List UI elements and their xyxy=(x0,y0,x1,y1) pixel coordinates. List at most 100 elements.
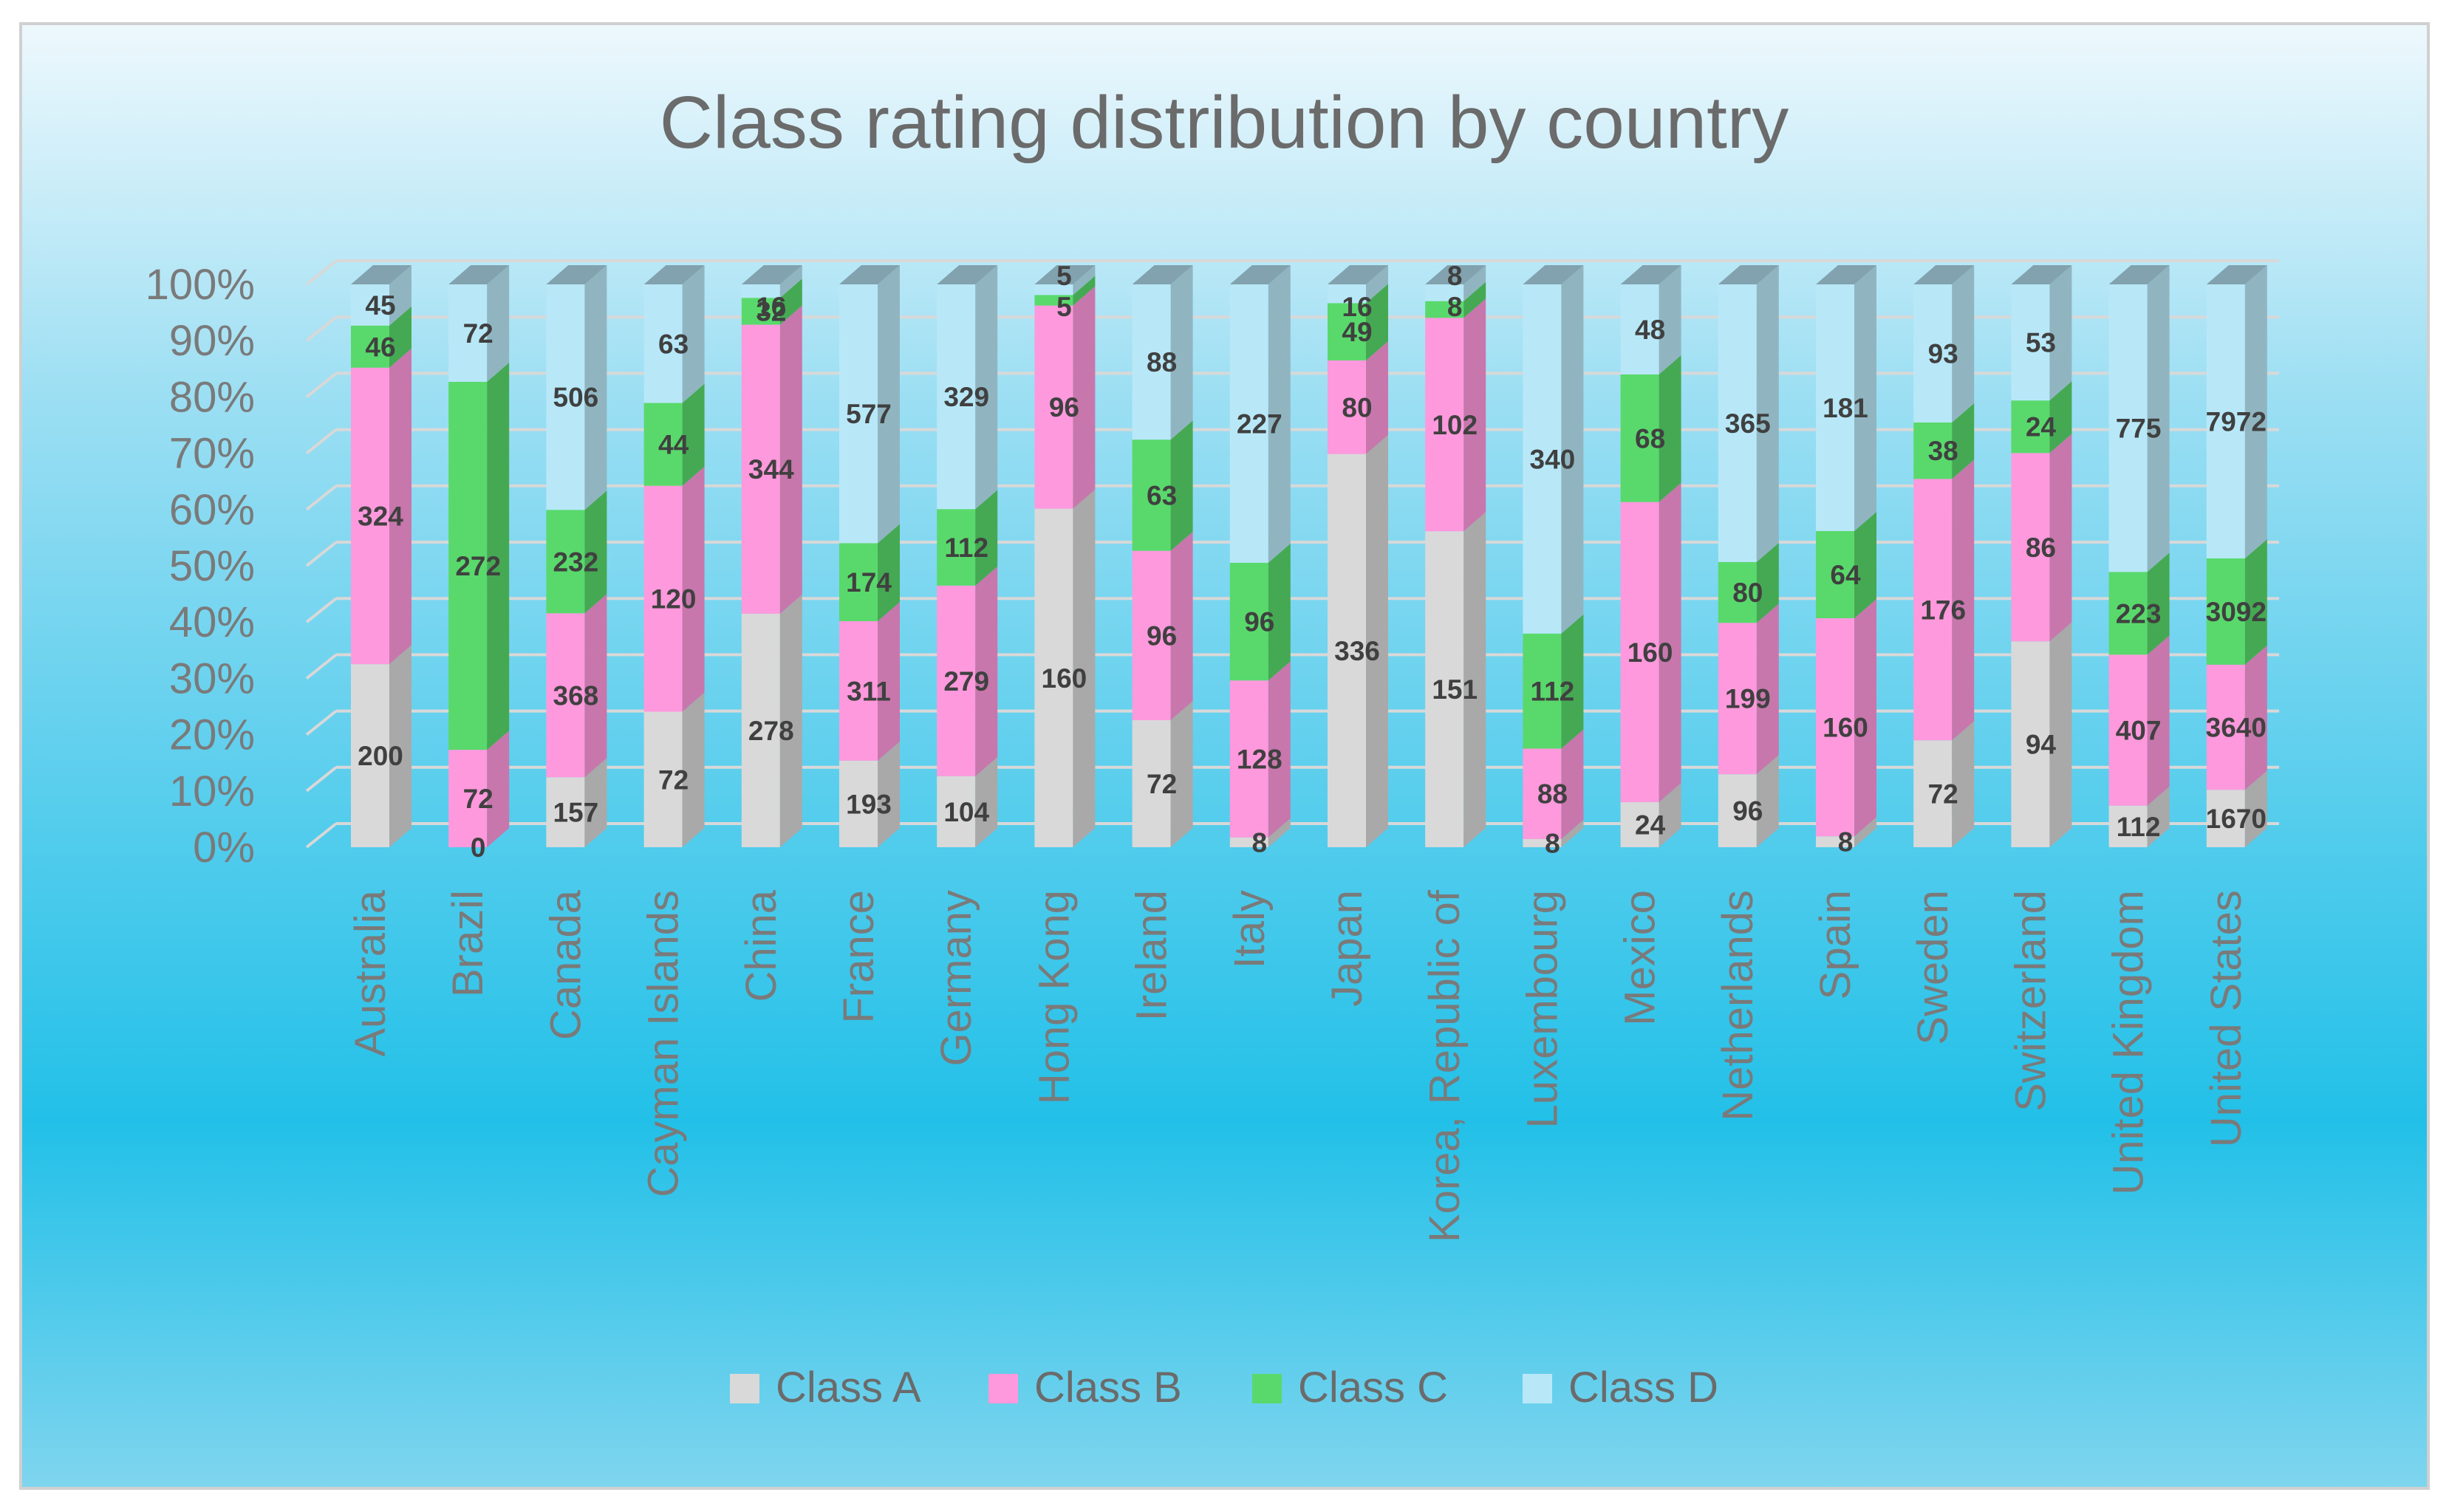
bar-class-a xyxy=(2108,805,2148,847)
bar-side xyxy=(779,278,802,325)
bar-class-c xyxy=(1913,422,1953,479)
data-label: 88 xyxy=(1147,347,1177,377)
bar-side xyxy=(1854,511,1876,619)
bar-class-b xyxy=(2108,654,2148,806)
gridline-side xyxy=(305,653,338,680)
x-tick-label: Hong Kong xyxy=(1030,890,1078,1104)
bar-class-c xyxy=(1816,530,1854,619)
bar-class-c xyxy=(1425,301,1464,318)
bar-class-d xyxy=(546,284,585,510)
bar-class-c xyxy=(1229,562,1268,681)
bar-class-b xyxy=(1328,360,1366,454)
data-label: 102 xyxy=(1432,410,1478,440)
bar-side xyxy=(1073,265,1096,295)
legend-label: Class D xyxy=(1568,1364,1718,1412)
bar-class-d xyxy=(1816,284,1854,531)
gridline-side xyxy=(305,315,338,342)
bar-class-c xyxy=(1328,303,1366,360)
bar-class-b xyxy=(1034,305,1073,509)
bar-class-b xyxy=(1425,318,1464,532)
data-label: 44 xyxy=(658,430,689,460)
data-label: 176 xyxy=(1920,595,1966,625)
bar-class-b xyxy=(643,485,683,712)
bar-top xyxy=(839,265,900,284)
bar-side xyxy=(878,741,900,847)
bar-class-b xyxy=(546,613,585,778)
data-label: 38 xyxy=(1928,436,1958,466)
bar-class-d xyxy=(1718,284,1757,562)
bar-class-b xyxy=(937,585,976,776)
x-tick-label: Sweden xyxy=(1909,890,1957,1045)
bar-side xyxy=(2244,265,2267,558)
legend-swatch-class-d xyxy=(1523,1374,1552,1403)
data-label: 200 xyxy=(358,741,403,771)
data-label: 311 xyxy=(847,676,891,706)
gridline-side xyxy=(305,428,338,455)
bar-side xyxy=(878,524,900,621)
bar-side xyxy=(1073,286,1096,509)
data-label: 0 xyxy=(471,832,486,863)
x-tick-label: Cayman Islands xyxy=(640,890,688,1197)
legend-label: Class B xyxy=(1034,1364,1182,1412)
data-label: 365 xyxy=(1725,408,1771,439)
x-tick-label: United States xyxy=(2202,890,2250,1147)
bar-top xyxy=(1913,265,1975,284)
data-label: 199 xyxy=(1725,684,1771,714)
bar-side xyxy=(1268,265,1291,563)
bar-class-a xyxy=(839,760,878,847)
data-label: 7972 xyxy=(2206,406,2267,437)
data-label: 160 xyxy=(1823,713,1868,743)
legend-swatch-class-b xyxy=(988,1374,1018,1403)
bar-side xyxy=(2147,265,2170,572)
data-label: 174 xyxy=(846,567,892,598)
bar-top xyxy=(2206,265,2267,284)
bar-class-d xyxy=(643,284,683,403)
bar-side xyxy=(1170,701,1193,847)
bar-class-d xyxy=(839,284,878,544)
bar-class-b xyxy=(1913,479,1953,741)
bar-class-c xyxy=(1132,439,1171,551)
data-label: 96 xyxy=(1049,392,1079,423)
bar-top xyxy=(1425,265,1486,284)
bar-side xyxy=(1952,265,1975,423)
bar-class-b xyxy=(1523,748,1562,839)
legend-label: Class A xyxy=(776,1364,921,1412)
data-label: 63 xyxy=(658,329,689,359)
bar-side xyxy=(878,265,900,544)
bar-side xyxy=(1952,403,1975,479)
bar-side xyxy=(1756,542,1779,623)
data-label: 72 xyxy=(658,764,689,795)
data-label: 24 xyxy=(2026,412,2057,442)
data-label: 24 xyxy=(1635,810,1666,841)
bar-class-d xyxy=(1229,284,1268,563)
bar-side xyxy=(1170,531,1193,721)
chart-title: Class rating distribution by country xyxy=(660,81,1789,164)
data-label: 45 xyxy=(365,290,395,321)
data-label: 46 xyxy=(365,332,395,362)
bar-side xyxy=(682,383,705,486)
bar-side xyxy=(1561,265,1584,634)
bar-side xyxy=(1268,543,1291,681)
bar-class-b xyxy=(741,324,780,614)
legend-label: Class C xyxy=(1298,1364,1448,1412)
bar-class-b xyxy=(1132,550,1171,721)
bar-side xyxy=(975,490,998,586)
bar-side xyxy=(1659,482,1681,803)
labels-layer: 200 324 46 45 0 72 272 72 157 368 232 506 72 120 44 63 2… xyxy=(358,261,2267,863)
data-label: 8 xyxy=(1447,292,1463,322)
bar-side xyxy=(2147,786,2170,847)
x-tick-label: Spain xyxy=(1811,890,1859,999)
bar-side xyxy=(2244,770,2267,847)
data-label: 112 xyxy=(944,533,988,563)
bar-side xyxy=(2049,622,2072,847)
bar-side xyxy=(1170,265,1193,440)
bar-side xyxy=(1366,265,1388,304)
bar-side xyxy=(1073,276,1096,306)
bar-side xyxy=(2049,265,2072,401)
bar-side xyxy=(487,731,510,847)
bar-side xyxy=(1366,434,1388,847)
data-label: 193 xyxy=(846,789,892,819)
bar-class-d xyxy=(741,284,780,298)
data-label: 181 xyxy=(1823,393,1868,423)
bar-side xyxy=(1561,729,1584,839)
